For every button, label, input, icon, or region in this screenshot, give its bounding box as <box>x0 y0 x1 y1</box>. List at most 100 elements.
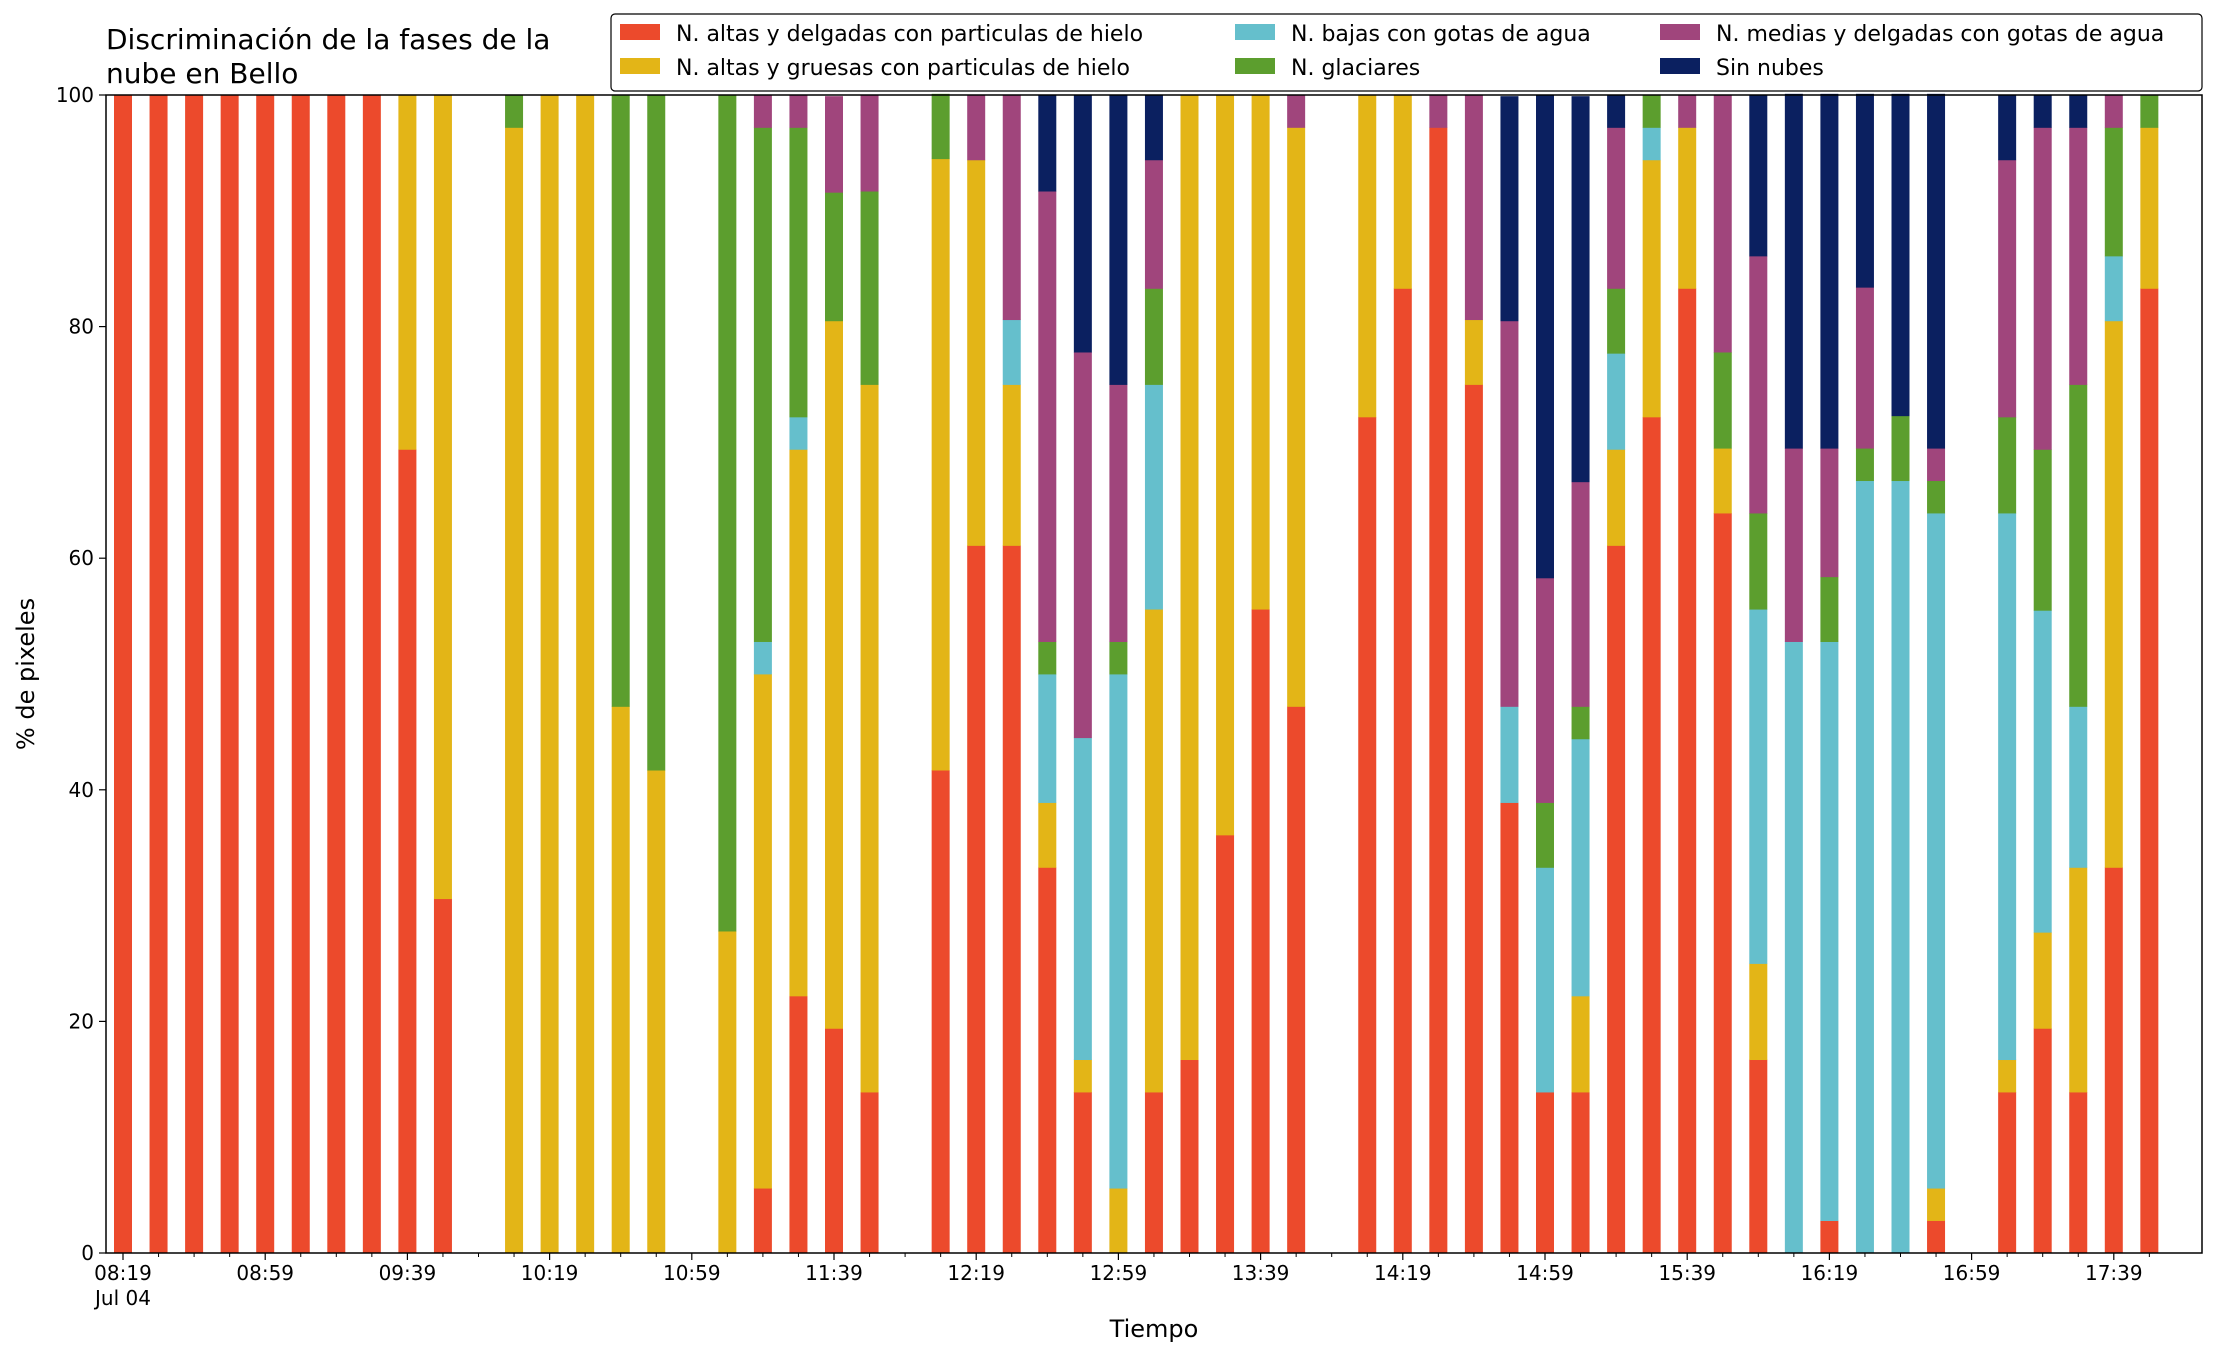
bar-segment <box>1820 1220 1839 1254</box>
bar-segment <box>1073 1092 1092 1254</box>
bar-segment <box>1749 963 1768 1061</box>
bar-segment <box>1002 384 1021 546</box>
bar-segment <box>398 95 417 450</box>
bar-segment <box>860 1092 879 1254</box>
bar-segment <box>1109 384 1128 642</box>
bar-stack <box>1749 95 1768 1254</box>
bar-segment <box>2104 320 2123 868</box>
legend-label: N. altas y gruesas con particulas de hie… <box>676 56 1130 81</box>
bar-segment <box>789 449 808 997</box>
y-tick-label: 0 <box>81 1241 94 1265</box>
bar-segment <box>1109 641 1128 675</box>
bar-stack <box>647 95 666 1254</box>
bar-segment <box>1464 95 1483 321</box>
x-tick-label: 13:39 <box>1232 1261 1290 1285</box>
bar-segment <box>1251 609 1270 1254</box>
bar-segment <box>114 95 132 1254</box>
bar-segment <box>1749 609 1768 964</box>
bar-segment <box>1820 576 1839 642</box>
chart-title-line-1: Discriminación de la fases de la <box>106 23 550 56</box>
bar-segment <box>362 95 381 1254</box>
legend-entry: N. medias y delgadas con gotas de agua <box>1660 22 2164 47</box>
bar-segment <box>1642 95 1661 128</box>
bar-segment <box>291 95 310 1254</box>
legend-frame <box>610 13 2203 92</box>
legend-label: N. altas y delgadas con particulas de hi… <box>676 22 1143 47</box>
bar-segment <box>1998 1059 2017 1093</box>
bar-segment <box>1820 641 1839 1221</box>
bar-segment <box>789 95 808 128</box>
bar-stack <box>1109 95 1128 1254</box>
bar-segment <box>1784 93 1803 449</box>
x-tick-sublabel: Jul 04 <box>93 1286 151 1310</box>
bar-segment <box>1144 1092 1163 1254</box>
bar-stack <box>825 96 843 1254</box>
legend-swatch <box>620 58 660 74</box>
y-tick-label: 60 <box>69 546 94 570</box>
bar-segment <box>1713 513 1732 1254</box>
bar-segment <box>1287 706 1306 1254</box>
bar-stack <box>1216 95 1235 1254</box>
bar-segment <box>1429 95 1448 128</box>
bar-segment <box>753 95 772 128</box>
bar-segment <box>1144 95 1163 161</box>
bar-segment <box>1002 319 1021 385</box>
bar-stack <box>1500 96 1519 1254</box>
bar-segment <box>825 96 843 193</box>
bar-segment <box>1998 159 2017 418</box>
bar-stack <box>718 95 737 1254</box>
bar-stack <box>1464 95 1483 1254</box>
bar-segment <box>1749 95 1768 257</box>
bar-segment <box>647 95 666 771</box>
legend-entry: N. bajas con gotas de agua <box>1235 22 1591 47</box>
bar-segment <box>1642 159 1661 418</box>
x-tick-label: 16:19 <box>1801 1261 1859 1285</box>
bar-segment <box>2140 127 2159 289</box>
bar-stack <box>611 95 630 1254</box>
chart-title-line-2: nube en Bello <box>106 57 298 90</box>
bar-segment <box>2104 95 2123 128</box>
bar-segment <box>1571 1092 1590 1254</box>
bar-stack <box>1927 93 1946 1254</box>
bar-segment <box>860 191 879 385</box>
bar-segment <box>1927 93 1946 449</box>
bar-segment <box>1998 513 2017 1061</box>
x-tick-label: 12:19 <box>947 1261 1005 1285</box>
bar-segment <box>753 641 772 675</box>
bar-segment <box>1571 481 1590 707</box>
bar-segment <box>1891 480 1910 1254</box>
bar-segment <box>1038 867 1057 1254</box>
bar-segment <box>1713 352 1732 449</box>
bar-segment <box>2033 932 2052 1029</box>
bar-segment <box>576 95 595 1254</box>
x-tick-label: 14:19 <box>1374 1261 1432 1285</box>
bar-segment <box>1820 448 1839 578</box>
bar-stack <box>1429 95 1448 1254</box>
bar-stack <box>1002 95 1021 1254</box>
bar-stack <box>789 95 808 1254</box>
bar-stack <box>967 95 986 1254</box>
bar-segment <box>611 95 630 707</box>
bar-segment <box>647 770 666 1254</box>
bar-segment <box>1109 95 1128 385</box>
bar-stack <box>931 93 950 1254</box>
legend-swatch <box>620 24 660 40</box>
y-axis: 0 20 40 60 80 100 <box>56 83 106 1265</box>
bar-segment <box>1144 288 1163 385</box>
bar-segment <box>1784 641 1803 1254</box>
bar-segment <box>1073 1059 1092 1093</box>
bar-segment <box>256 95 275 1254</box>
bar-segment <box>825 1028 843 1254</box>
legend: N. altas y delgadas con particulas de hi… <box>610 13 2203 92</box>
bar-stack <box>1713 95 1732 1254</box>
bar-segment <box>789 995 808 1254</box>
bar-segment <box>1536 577 1554 803</box>
bar-segment <box>1927 448 1946 482</box>
bar-stack <box>1784 93 1803 1254</box>
bar-segment <box>1571 96 1590 483</box>
bar-segment <box>2069 95 2088 128</box>
bar-segment <box>1429 127 1448 1254</box>
legend-entry: N. glaciares <box>1235 56 1420 81</box>
bar-segment <box>2104 867 2123 1254</box>
legend-swatch <box>1660 58 1700 74</box>
